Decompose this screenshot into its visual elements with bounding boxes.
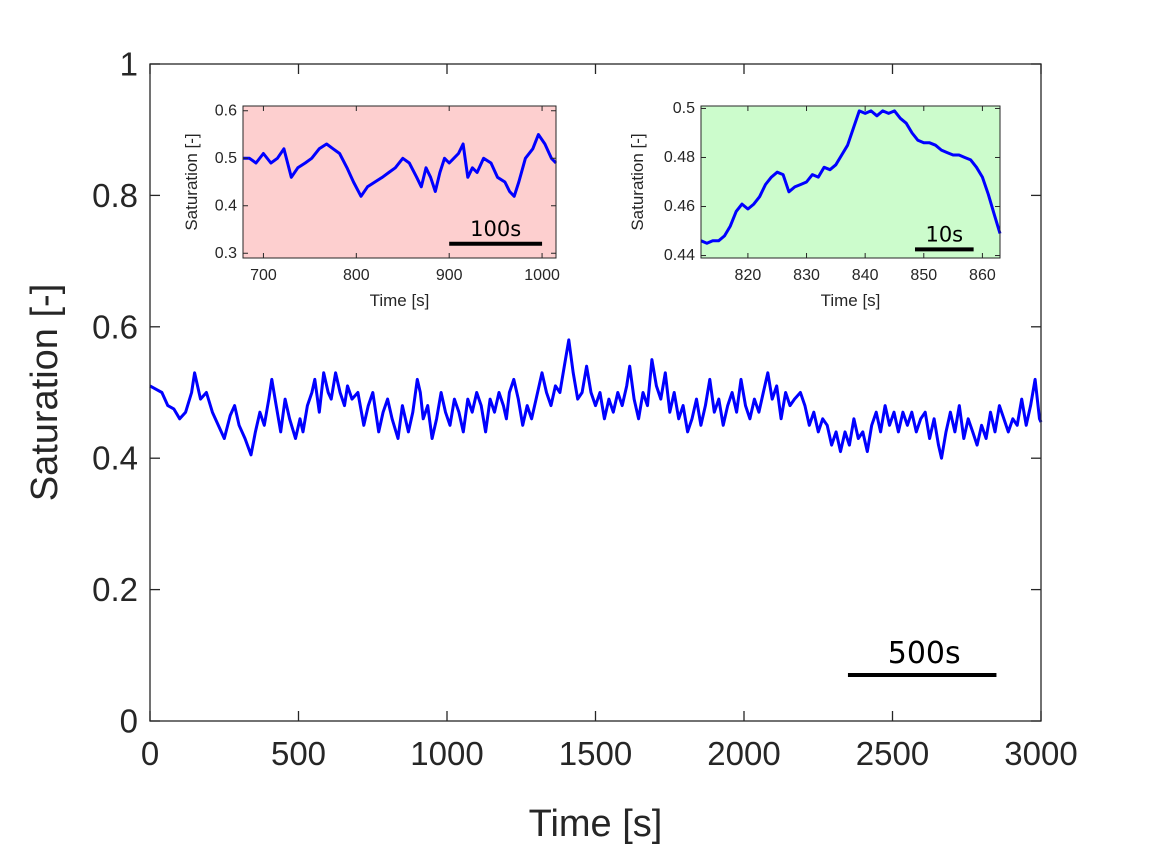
- inset-left-y-tick-label: 0.6: [215, 102, 237, 119]
- inset-right-y-tick-label: 0.48: [664, 149, 695, 166]
- main-x-tick-label: 0: [141, 735, 159, 772]
- main-y-tick-label: 0.6: [92, 308, 138, 345]
- inset-right-y-tick-label: 0.44: [664, 247, 695, 264]
- inset-right-x-tick-label: 820: [735, 267, 762, 284]
- main-series-line: [149, 338, 1043, 460]
- inset-left-scale-bar-label: 100s: [470, 217, 521, 241]
- inset-right-axes-frame: [700, 105, 1001, 259]
- main-x-axis-label: Time [s]: [529, 803, 663, 845]
- main-x-tick-label: 2500: [856, 735, 929, 772]
- main-y-tick-label: 0.2: [92, 571, 138, 608]
- inset-right-scale-bar-label: 10s: [925, 222, 963, 246]
- inset-right-x-tick-label: 840: [852, 267, 879, 284]
- inset-left-y-tick-label: 0.3: [215, 245, 237, 262]
- main-y-axis-label: Saturation [-]: [24, 284, 66, 502]
- inset-left-x-tick-label: 800: [343, 267, 370, 284]
- main-y-tick-label: 0: [120, 703, 138, 740]
- main-x-tick-label: 1500: [559, 735, 632, 772]
- inset-left-x-axis-label: Time [s]: [370, 291, 430, 310]
- inset-right-x-tick-label: 860: [969, 267, 996, 284]
- main-y-tick-label: 1: [120, 46, 138, 83]
- main-x-tick-label: 3000: [1004, 735, 1077, 772]
- main-x-tick-label: 2000: [707, 735, 780, 772]
- inset-left-y-tick-label: 0.5: [215, 150, 237, 167]
- inset-right-y-tick-label: 0.46: [664, 198, 695, 215]
- main-x-tick-label: 500: [271, 735, 326, 772]
- inset-right-series-line: [700, 109, 1002, 245]
- inset-left-x-tick-label: 1000: [524, 267, 560, 284]
- main-y-tick-label: 0.4: [92, 440, 138, 477]
- inset-left-x-tick-label: 700: [250, 267, 277, 284]
- inset-right-y-tick-label: 0.5: [673, 100, 695, 117]
- main-scale-bar-label: 500s: [888, 636, 961, 671]
- inset-right-x-axis-label: Time [s]: [821, 291, 881, 310]
- inset-left-x-tick-label: 900: [436, 267, 463, 284]
- inset-chart-left: 700 800 900 1000 0.3 0.4 0.5 0.6 Time [s] Saturat…: [182, 102, 560, 310]
- main-y-tick-label: 0.8: [92, 177, 138, 214]
- main-x-tick-label: 1000: [410, 735, 483, 772]
- inset-right-plot-area: [701, 106, 1000, 258]
- inset-left-axes-frame: [242, 105, 557, 259]
- inset-right-x-tick-label: 850: [910, 267, 937, 284]
- inset-left-y-axis-label: Saturation [-]: [182, 133, 201, 230]
- inset-right-x-tick-label: 830: [793, 267, 820, 284]
- inset-chart-right: 820 830 840 850 860 0.44 0.46 0.48 0.5 Time [s] Sa…: [628, 100, 1002, 310]
- inset-right-y-axis-label: Saturation [-]: [628, 133, 647, 230]
- inset-left-y-tick-label: 0.4: [215, 197, 237, 214]
- inset-left-series-line: [243, 133, 558, 198]
